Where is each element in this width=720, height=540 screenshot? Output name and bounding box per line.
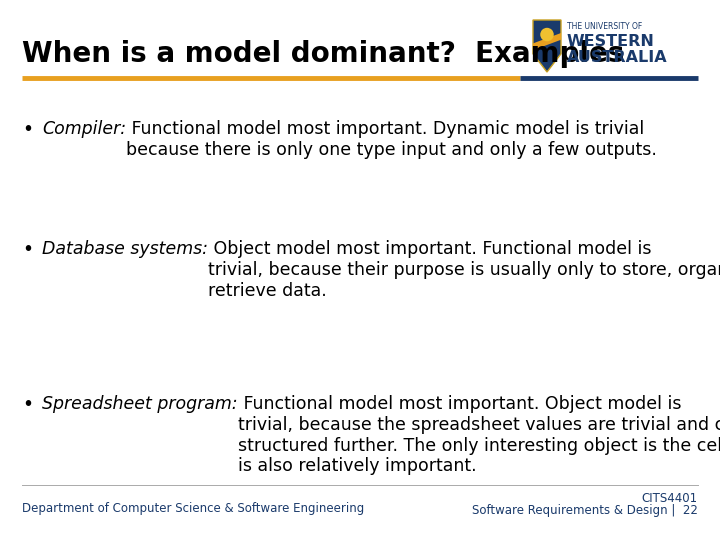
Circle shape — [540, 28, 554, 42]
Text: When is a model dominant?  Examples: When is a model dominant? Examples — [22, 40, 624, 68]
Text: •: • — [22, 395, 33, 414]
Polygon shape — [533, 33, 561, 50]
Text: Object model most important. Functional model is
trivial, because their purpose : Object model most important. Functional … — [208, 240, 720, 300]
Text: WESTERN: WESTERN — [567, 34, 655, 49]
Text: CITS4401: CITS4401 — [642, 492, 698, 505]
Text: Compiler:: Compiler: — [42, 120, 126, 138]
Text: Spreadsheet program:: Spreadsheet program: — [42, 395, 238, 413]
Text: Software Requirements & Design |  22: Software Requirements & Design | 22 — [472, 504, 698, 517]
Text: Department of Computer Science & Software Engineering: Department of Computer Science & Softwar… — [22, 502, 364, 515]
Text: Database systems:: Database systems: — [42, 240, 208, 258]
Polygon shape — [533, 20, 561, 72]
Text: THE UNIVERSITY OF: THE UNIVERSITY OF — [567, 22, 642, 31]
Text: •: • — [22, 240, 33, 259]
Text: Functional model most important. Dynamic model is trivial
because there is only : Functional model most important. Dynamic… — [126, 120, 657, 159]
Text: Functional model most important. Object model is
trivial, because the spreadshee: Functional model most important. Object … — [238, 395, 720, 475]
Text: •: • — [22, 120, 33, 139]
Text: AUSTRALIA: AUSTRALIA — [567, 50, 667, 65]
